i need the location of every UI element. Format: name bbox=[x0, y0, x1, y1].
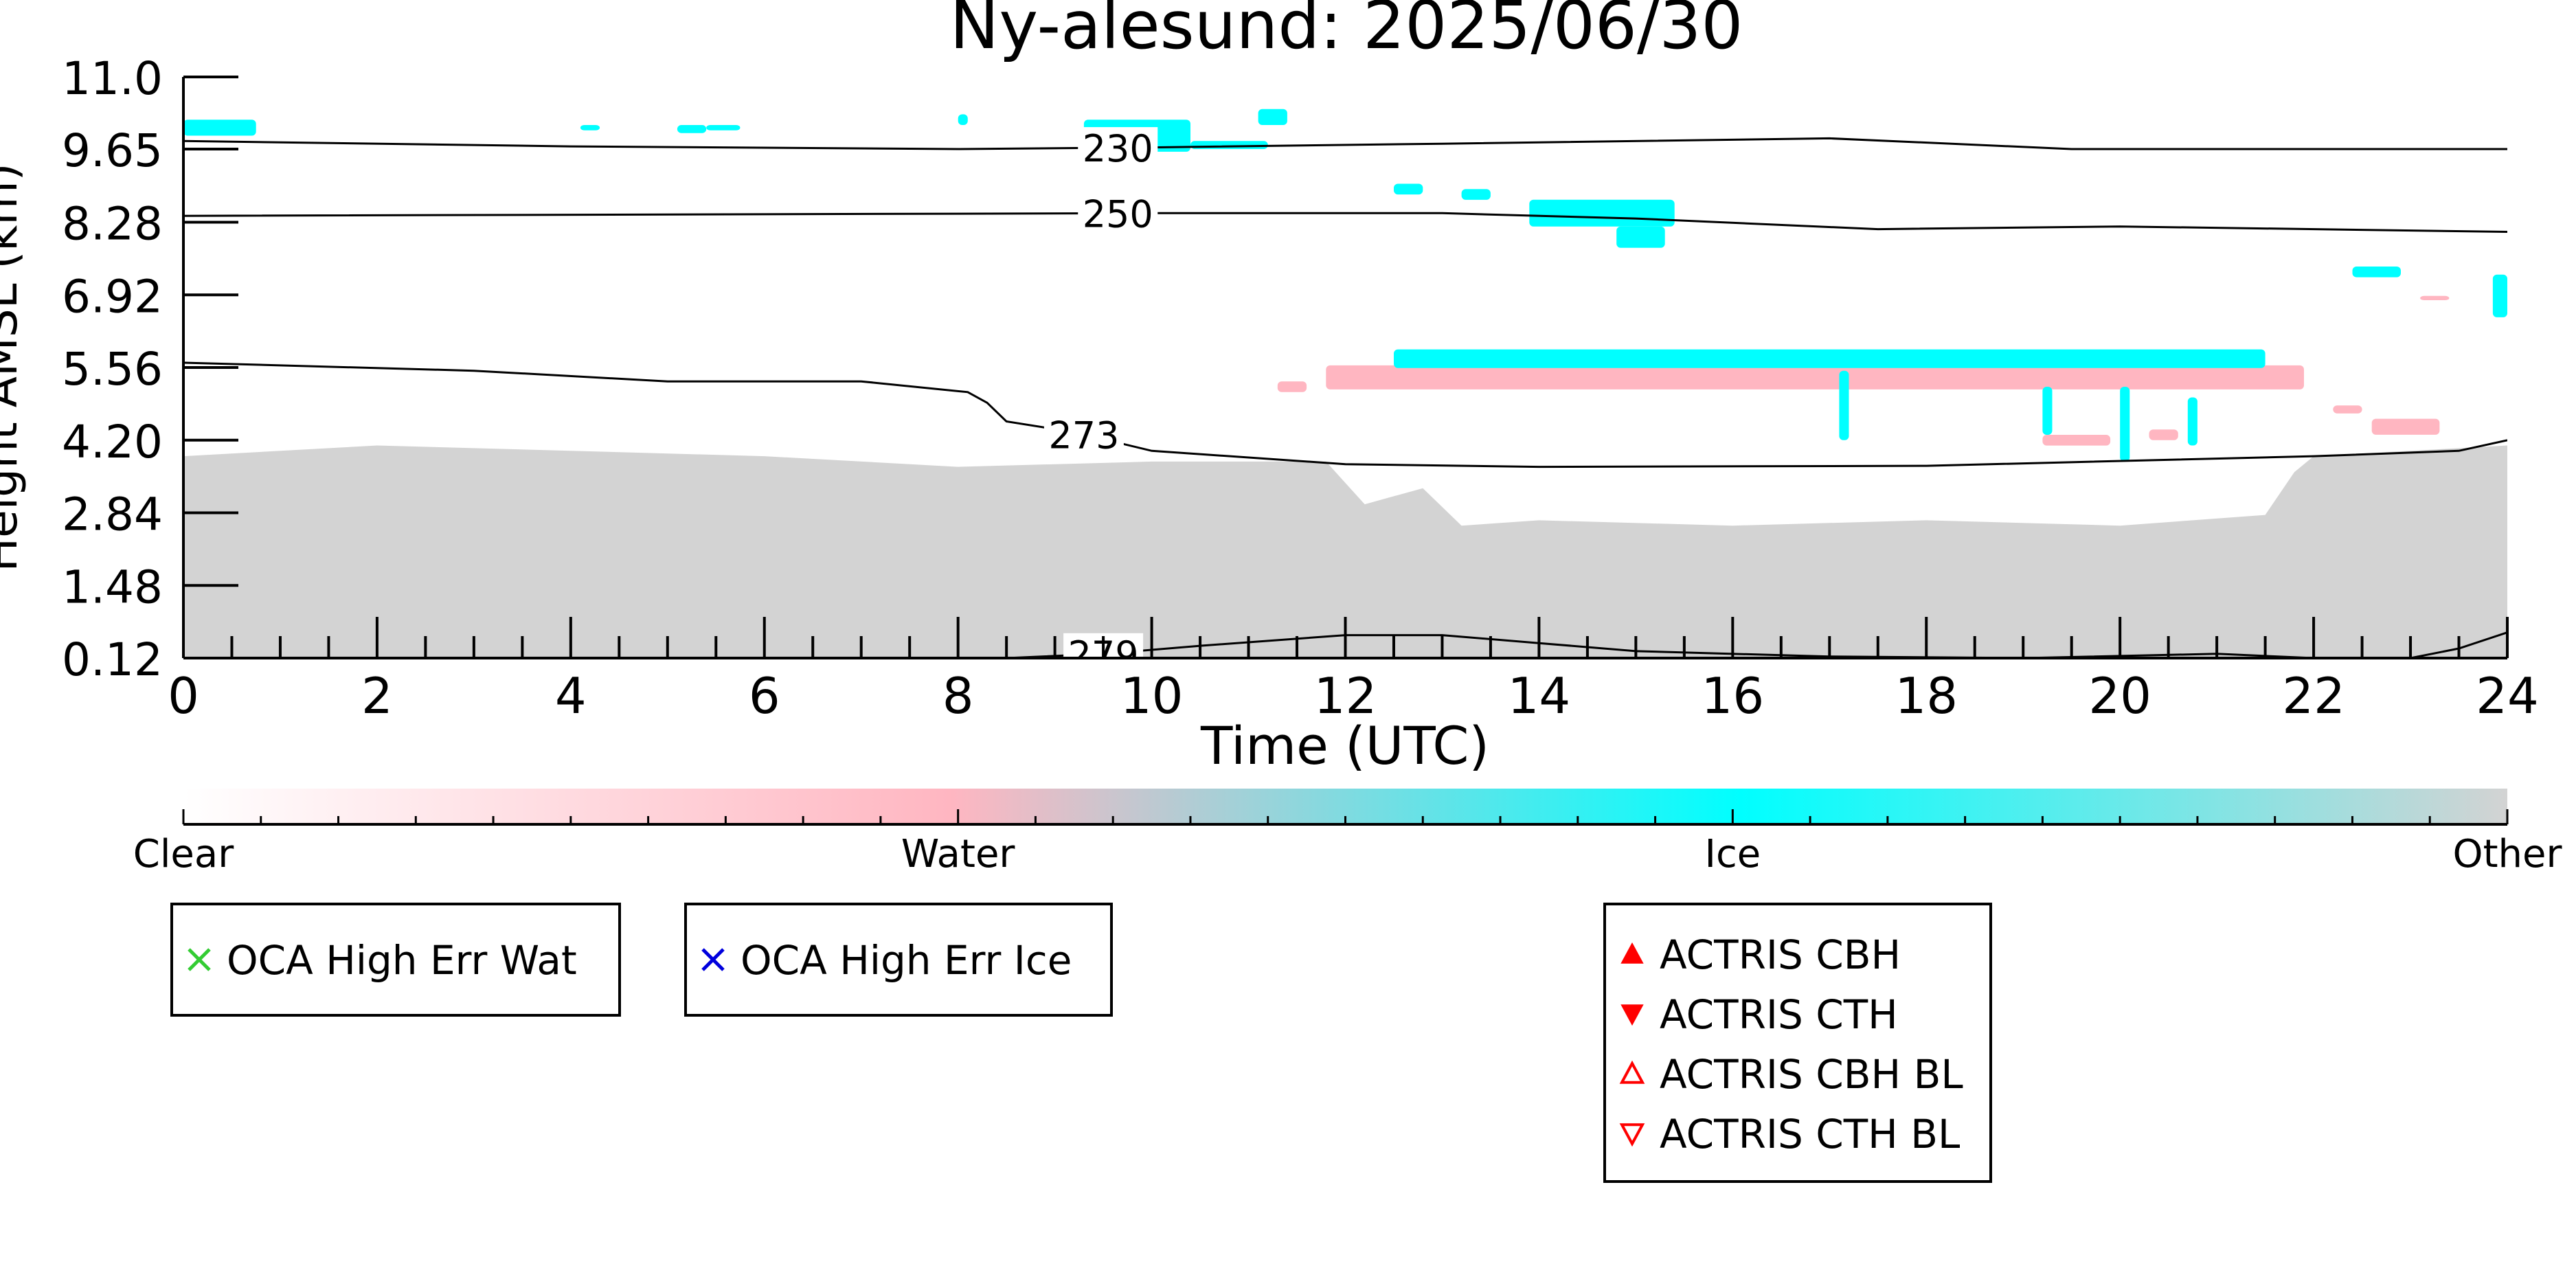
y-tick-label: 5.56 bbox=[62, 343, 163, 396]
triangle-down-marker bbox=[1619, 1123, 1645, 1147]
contour-label: 273 bbox=[1048, 414, 1119, 457]
legend-2: OCA High Err Ice bbox=[684, 903, 1113, 1017]
y-tick-label: 0.12 bbox=[62, 633, 163, 686]
other-class-area bbox=[183, 445, 2507, 658]
y-tick-label: 8.28 bbox=[62, 198, 163, 251]
water-cloud-patch bbox=[2042, 435, 2111, 446]
water-cloud-patch bbox=[2333, 405, 2362, 414]
legend-1: OCA High Err Wat bbox=[170, 903, 621, 1017]
ice-cloud-patch bbox=[958, 114, 968, 125]
ice-cloud-patch bbox=[183, 120, 256, 136]
y-tick-label: 6.92 bbox=[62, 270, 163, 323]
x-tick-label: 10 bbox=[1120, 667, 1184, 725]
x-tick-label: 22 bbox=[2282, 667, 2345, 725]
triangle-down-marker bbox=[1620, 1004, 1644, 1026]
x-ticks: 0 2 4 6 8 10 12 14 16 18 20 22 24 bbox=[168, 617, 2539, 725]
ice-cloud-patch bbox=[2187, 397, 2197, 446]
x-tick-label: 8 bbox=[942, 667, 974, 725]
ice-cloud-patch bbox=[1461, 189, 1491, 200]
legend-entry-label: OCA High Err Ice bbox=[741, 937, 1072, 984]
y-tick-label: 9.65 bbox=[62, 124, 163, 177]
legends: OCA High Err Wat OCA High Err Ice ACTRIS C… bbox=[170, 903, 1992, 1183]
y-ticks: 0.12 1.48 2.84 4.20 5.56 6.92 8.28 9.65 11.0 bbox=[62, 52, 238, 686]
ice-cloud-patch bbox=[706, 125, 741, 131]
colorbar-label: Clear bbox=[133, 832, 234, 877]
x-tick-label: 4 bbox=[555, 667, 587, 725]
water-cloud-patch bbox=[2420, 295, 2450, 300]
triangle-up-marker bbox=[1619, 1060, 1645, 1084]
x-tick-label: 20 bbox=[2088, 667, 2151, 725]
colorbar-ticks bbox=[182, 809, 2509, 824]
legend-x-marker bbox=[701, 948, 725, 971]
ice-cloud-patch bbox=[1529, 199, 1675, 227]
contour-label: 250 bbox=[1083, 192, 1153, 236]
x-axis-label: Time (UTC) bbox=[1200, 715, 1489, 776]
ice-cloud-patch bbox=[1394, 349, 2266, 368]
ice-cloud-patch bbox=[1839, 370, 1849, 440]
contour-label-background bbox=[1078, 192, 1158, 234]
contour-label-background bbox=[1043, 414, 1124, 455]
colorbar-label: Other bbox=[2452, 832, 2562, 877]
other-class-region bbox=[183, 445, 2507, 658]
ice-cloud-patch bbox=[1190, 141, 1268, 149]
ice-cloud-patch bbox=[2352, 267, 2401, 278]
contour-label-background bbox=[1078, 127, 1158, 169]
axes: 0 2 4 6 8 10 12 14 16 18 20 22 24 0.121.482.844.205.… bbox=[62, 52, 2539, 725]
triangle-up-marker bbox=[1620, 942, 1644, 964]
x-tick-label: 24 bbox=[2476, 667, 2539, 725]
legend-entry-label: ACTRIS CBH bbox=[1660, 931, 1901, 978]
y-tick-label: 1.48 bbox=[62, 561, 163, 613]
ice-cloud-patch bbox=[580, 125, 600, 131]
water-cloud-patch bbox=[2371, 418, 2440, 435]
y-tick-label: 4.20 bbox=[62, 416, 163, 468]
y-tick-label: 11.0 bbox=[62, 52, 163, 105]
ice-cloud-patch bbox=[2120, 387, 2130, 462]
y-axis-label: Height AMSL (km) bbox=[0, 163, 27, 572]
colorbar-labels: Clear Water Ice Other bbox=[133, 832, 2563, 877]
x-tick-label: 12 bbox=[1314, 667, 1377, 725]
ice-cloud-patch bbox=[1258, 109, 1287, 125]
colorbar-label: Ice bbox=[1704, 832, 1761, 877]
y-tick-label: 2.84 bbox=[62, 488, 163, 541]
ice-cloud-patch bbox=[2492, 274, 2507, 317]
colorbar-label: Water bbox=[901, 832, 1016, 877]
legend-entry-label: OCA High Err Wat bbox=[227, 937, 577, 984]
x-tick-label: 6 bbox=[749, 667, 780, 725]
legend-box bbox=[684, 903, 1113, 1017]
legend-entry-label: ACTRIS CTH BL bbox=[1660, 1111, 1960, 1157]
contour-line-230 bbox=[183, 137, 2507, 150]
x-tick-label: 14 bbox=[1508, 667, 1571, 725]
chart-title: Ny-alesund: 2025/06/30 bbox=[950, 0, 1743, 64]
legend-box bbox=[170, 903, 621, 1017]
water-cloud-patch bbox=[2149, 429, 2178, 440]
x-tick-label: 16 bbox=[1702, 667, 1765, 725]
contour-label: 230 bbox=[1083, 127, 1153, 170]
legend-box bbox=[1603, 903, 1992, 1183]
x-tick-label: 18 bbox=[1895, 667, 1958, 725]
water-cloud-patch bbox=[1326, 365, 2304, 389]
ice-cloud-patch bbox=[2042, 387, 2053, 435]
water-cloud-patch bbox=[1277, 381, 1307, 392]
x-tick-label: 0 bbox=[168, 667, 199, 725]
colorbar: Clear Water Ice Other bbox=[133, 789, 2563, 877]
legend-3: ACTRIS CBH ACTRIS CTH ACTRIS CBH BL ACTRIS … bbox=[1603, 903, 1992, 1183]
ice-cloud-patch bbox=[677, 125, 707, 133]
ice-cloud-patch bbox=[1616, 226, 1665, 248]
legend-entry-label: ACTRIS CBH BL bbox=[1660, 1051, 1963, 1098]
legend-x-marker bbox=[188, 948, 211, 971]
ice-cloud-patch bbox=[1394, 183, 1423, 195]
legend-entry-label: ACTRIS CTH bbox=[1660, 991, 1898, 1038]
x-tick-label: 2 bbox=[361, 667, 393, 725]
